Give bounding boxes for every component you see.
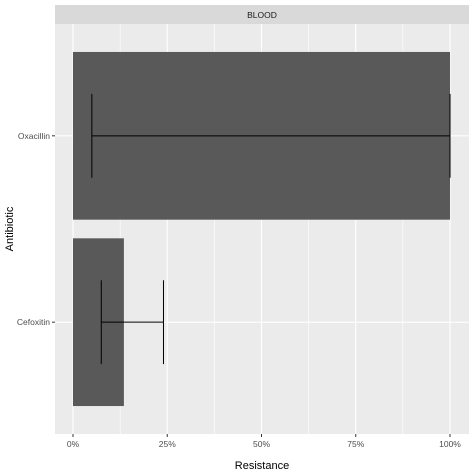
y-tick-label: Cefoxitin	[17, 317, 50, 327]
x-tick-label: 75%	[347, 439, 364, 449]
facet-strip-label: BLOOD	[247, 10, 277, 20]
x-tick-label: 50%	[253, 439, 270, 449]
x-axis: 0% 25% 50% 75% 100%	[67, 434, 461, 449]
x-tick-label: 100%	[439, 439, 461, 449]
x-tick-label: 25%	[159, 439, 176, 449]
facet-strip	[55, 5, 469, 24]
y-tick-label: Oxacillin	[18, 131, 50, 141]
y-axis: Oxacillin Cefoxitin	[17, 131, 55, 327]
error-bars	[91, 93, 451, 365]
y-axis-title: Antibiotic	[4, 206, 16, 251]
x-tick-label: 0%	[67, 439, 80, 449]
x-axis-title: Resistance	[235, 460, 289, 472]
